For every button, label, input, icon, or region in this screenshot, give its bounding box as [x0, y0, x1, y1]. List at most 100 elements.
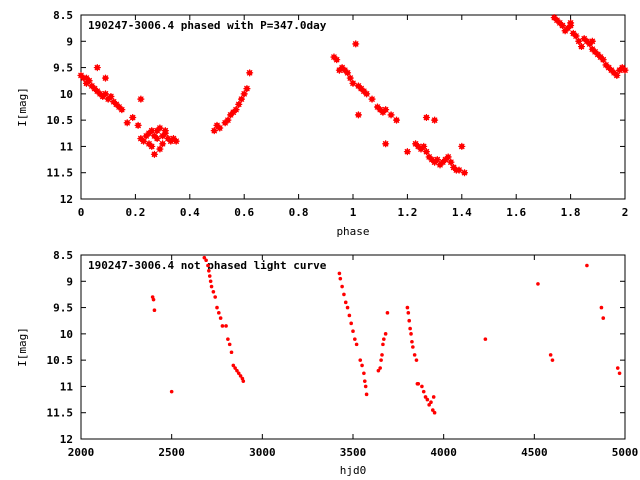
data-point: [422, 148, 430, 156]
data-point: [236, 371, 241, 376]
data-point: [159, 140, 167, 148]
data-point: [172, 137, 180, 145]
data-point: [85, 77, 93, 85]
data-point: [237, 95, 245, 103]
y-tick-label: 8.5: [53, 9, 73, 22]
x-tick-label: 4000: [430, 446, 457, 459]
data-point: [351, 329, 355, 334]
data-point: [430, 408, 435, 412]
x-tick-label: 0.2: [125, 206, 145, 219]
x-tick-label: 1.2: [397, 206, 417, 219]
data-point: [148, 142, 156, 150]
x-tick-label: 3000: [249, 446, 276, 459]
data-point: [153, 135, 161, 143]
y-tick-label: 12: [60, 433, 73, 446]
data-point: [613, 71, 621, 79]
data-point: [382, 337, 386, 341]
data-point: [599, 56, 607, 64]
data-point: [220, 324, 225, 328]
data-point: [382, 106, 390, 114]
data-point: [433, 156, 441, 164]
data-point: [621, 66, 629, 74]
data-point: [235, 368, 239, 373]
data-point: [148, 127, 156, 135]
data-point: [213, 295, 217, 299]
data-point: [241, 379, 246, 383]
data-point: [412, 353, 417, 357]
data-point: [416, 382, 421, 386]
x-tick-label: 1.6: [506, 206, 526, 219]
data-point: [243, 85, 251, 93]
data-point: [363, 384, 368, 389]
data-point: [368, 95, 376, 103]
data-point: [362, 379, 367, 383]
data-point: [227, 342, 232, 347]
data-point: [558, 22, 566, 30]
data-point: [342, 292, 346, 297]
data-point: [575, 37, 583, 45]
x-tick-label: 0.8: [289, 206, 309, 219]
data-point: [210, 127, 218, 135]
data-point: [238, 374, 243, 378]
data-point: [156, 145, 164, 153]
data-point: [461, 169, 469, 177]
data-point: [216, 124, 224, 132]
data-point: [246, 69, 254, 77]
data-point: [550, 358, 555, 362]
data-point: [420, 384, 424, 389]
data-point: [458, 142, 466, 150]
data-point: [337, 271, 342, 276]
data-point: [344, 69, 352, 77]
data-point: [444, 153, 452, 161]
data-point: [233, 366, 237, 370]
data-point: [572, 32, 580, 40]
data-point: [599, 305, 604, 310]
data-point: [408, 326, 412, 331]
y-tick-label: 11.5: [47, 167, 74, 180]
data-point: [423, 395, 428, 399]
plot-frame: [80, 14, 626, 200]
data-point: [151, 297, 156, 302]
data-point: [411, 345, 415, 349]
data-point: [363, 90, 371, 98]
data-point: [226, 337, 230, 341]
x-tick-label: 1: [350, 206, 357, 219]
data-point: [224, 324, 228, 328]
y-tick-label: 9: [66, 35, 73, 48]
x-tick-label: 5000: [612, 446, 639, 459]
data-point: [381, 342, 385, 347]
data-point: [379, 358, 383, 362]
x-axis-label: phase: [336, 225, 369, 238]
y-tick-label: 11.5: [47, 407, 74, 420]
x-tick-label: 0.6: [234, 206, 254, 219]
plot-frame: [80, 254, 626, 440]
data-point: [577, 43, 585, 51]
data-point: [340, 284, 344, 289]
data-point: [217, 311, 221, 315]
data-point: [134, 121, 142, 129]
data-point: [150, 150, 158, 158]
data-point: [93, 64, 101, 72]
data-point: [107, 92, 115, 100]
x-tick-label: 4500: [521, 446, 548, 459]
data-point: [536, 282, 540, 286]
axis-ticks: 2000 2500 3000 3500 4000 4500 5000 8.5 9 9.5 10 10.…: [47, 249, 639, 459]
y-tick-label: 10: [60, 328, 73, 341]
data-point: [354, 111, 362, 119]
x-tick-label: 2000: [68, 446, 95, 459]
data-point: [548, 353, 553, 357]
data-point: [346, 74, 354, 82]
data-point: [585, 263, 589, 268]
data-point: [229, 350, 234, 355]
data-point: [207, 274, 212, 278]
y-tick-label: 10: [60, 88, 73, 101]
x-tick-label: 2: [622, 206, 629, 219]
data-point: [393, 116, 401, 124]
data-points: [77, 14, 629, 177]
data-point: [140, 137, 148, 145]
data-point: [209, 284, 214, 289]
data-point: [211, 290, 216, 294]
data-point: [601, 316, 606, 320]
y-tick-label: 12: [60, 193, 73, 206]
x-axis-label: hjd0: [340, 464, 367, 477]
